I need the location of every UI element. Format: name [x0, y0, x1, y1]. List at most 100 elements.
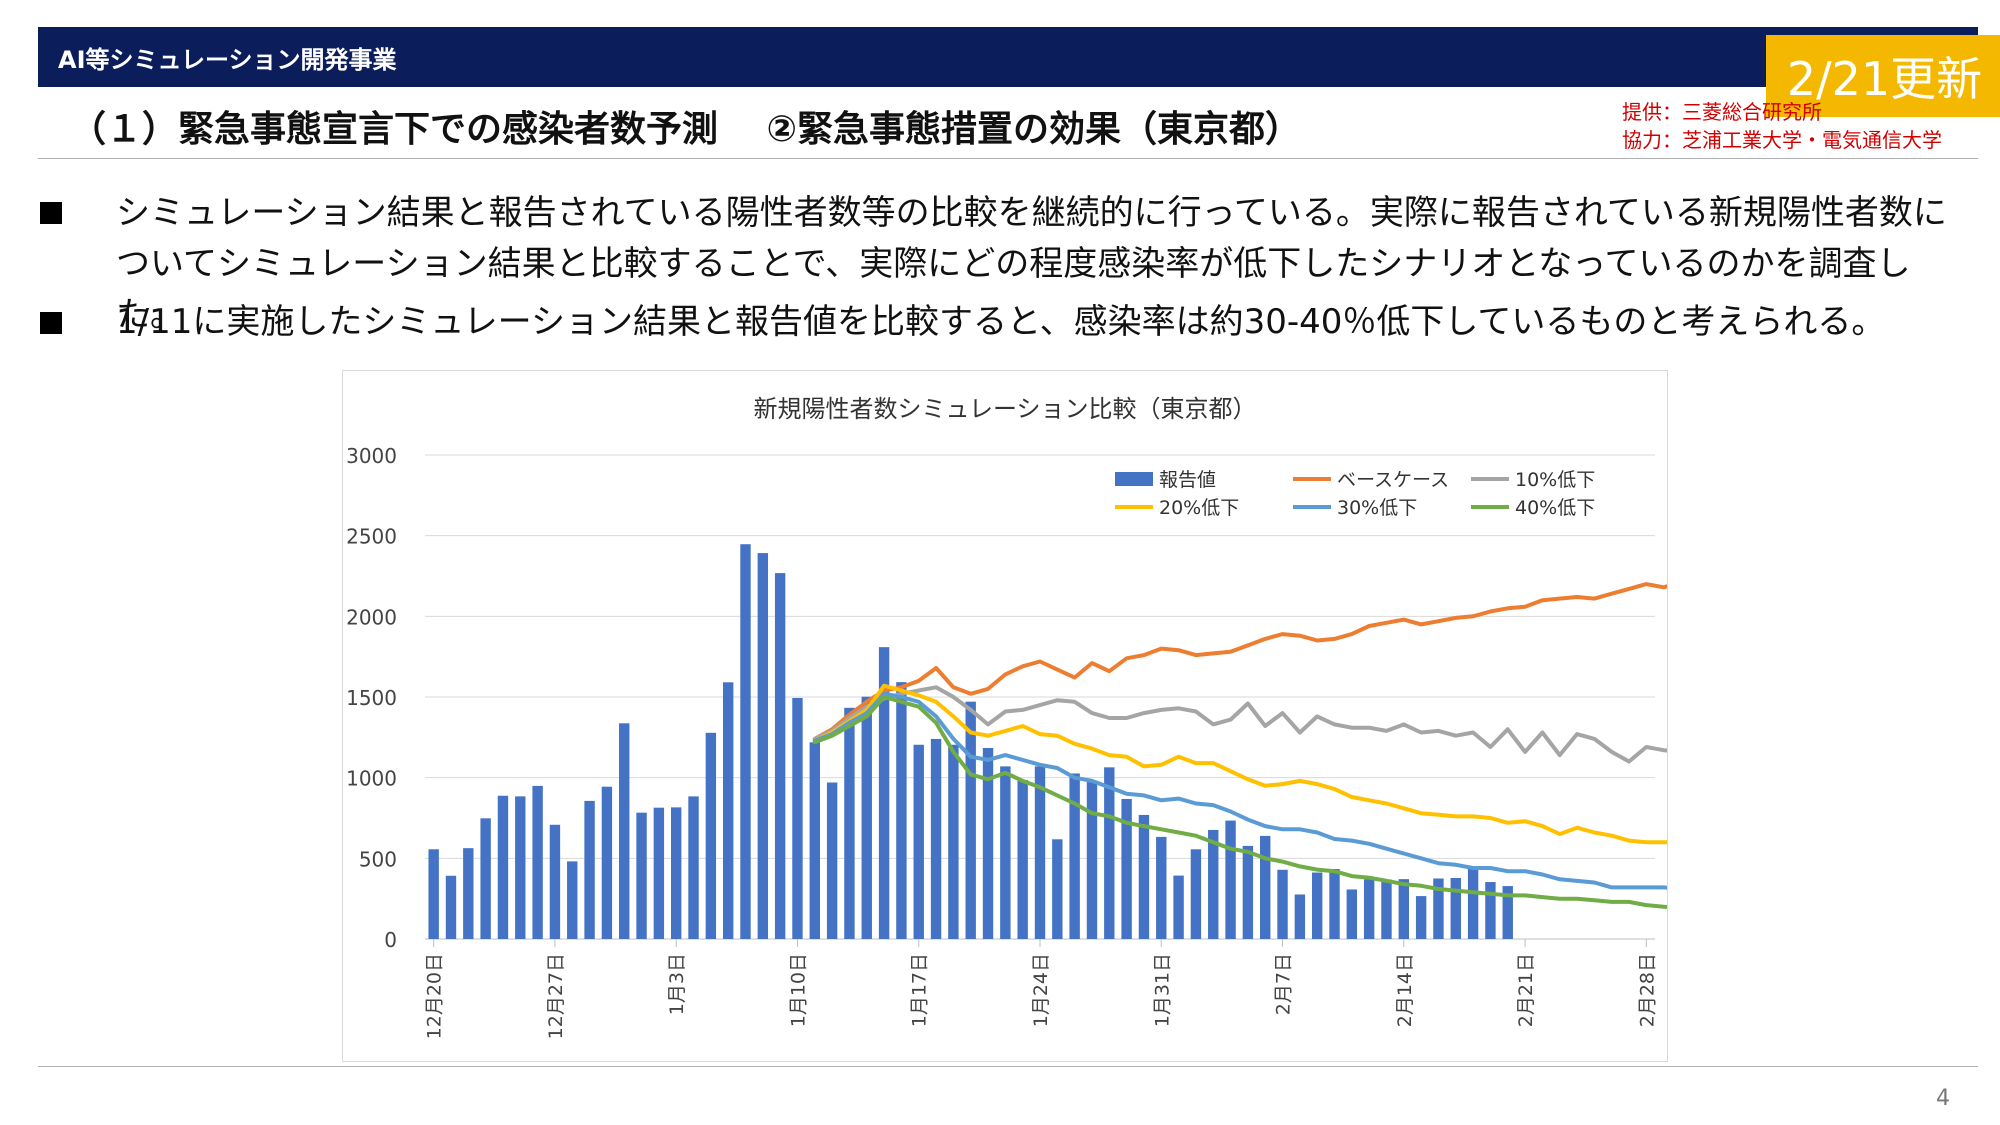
legend-label: 報告値 [1159, 469, 1216, 491]
bullet-square-icon [40, 312, 62, 334]
bar [584, 800, 595, 939]
bar [497, 795, 509, 939]
bar [532, 785, 543, 939]
legend-label: 10%低下 [1515, 469, 1595, 491]
bar [1052, 839, 1063, 939]
chart-frame: 新規陽性者数シミュレーション比較（東京都） 0 500 1000 1500 2000 250… [342, 370, 1668, 1062]
legend-label: ベースケース [1337, 469, 1449, 491]
bar [1381, 879, 1392, 939]
x-tick-label: 1月24日 [1030, 953, 1052, 1027]
bar [792, 697, 803, 939]
x-tick-label: 1月31日 [1151, 953, 1173, 1027]
series-line [812, 683, 1667, 845]
bar [774, 573, 786, 939]
subtitle-divider [38, 158, 1978, 159]
bar [757, 553, 769, 939]
x-tick-label: 2月28日 [1636, 953, 1658, 1027]
bar [913, 744, 924, 939]
bullet-text: シミュレーション結果と報告されている陽性者数等の比較を継続的に行っている。実際に… [116, 193, 1947, 335]
y-tick-label: 1500 [346, 686, 397, 710]
bar [982, 747, 994, 939]
bar [428, 849, 439, 939]
legend-label: 20%低下 [1159, 497, 1239, 519]
bar [619, 723, 630, 939]
bar [1450, 878, 1461, 939]
bar [1467, 867, 1479, 939]
series-line [812, 685, 1667, 764]
bar [1398, 879, 1409, 939]
bar [705, 732, 717, 939]
x-tick-label: 2月21日 [1515, 953, 1537, 1027]
x-tick-label: 1月10日 [787, 953, 809, 1027]
bar [480, 818, 491, 939]
bar [463, 848, 474, 939]
bar [1260, 835, 1271, 939]
chart-title: 新規陽性者数シミュレーション比較（東京都） [753, 395, 1256, 423]
bar [445, 875, 457, 939]
header-title: AI等シミュレーション開発事業 [58, 46, 397, 74]
page-subtitle: （１）緊急事態宣言下での感染者数予測 ②緊急事態措置の効果（東京都） [70, 109, 1302, 150]
bar [1000, 766, 1011, 939]
y-tick-label: 0 [384, 928, 397, 952]
legend-label: 40%低下 [1515, 497, 1595, 519]
bar [1485, 882, 1496, 939]
bar [549, 824, 561, 939]
bar [844, 707, 855, 939]
bar [965, 701, 976, 939]
bar [1069, 773, 1080, 939]
bar [896, 682, 907, 939]
bar [722, 682, 734, 939]
bar [1086, 782, 1098, 939]
bar [1311, 872, 1323, 939]
bar [567, 861, 578, 939]
y-tick-label: 2500 [346, 525, 397, 549]
series-line [812, 691, 1667, 890]
bar [671, 807, 682, 939]
credit-provider: 提供：三菱総合研究所 [1622, 100, 1822, 124]
footer-divider [38, 1066, 1978, 1067]
y-tick-label: 3000 [346, 444, 397, 468]
bar [653, 807, 665, 939]
credits: 提供：三菱総合研究所 協力：芝浦工業大学・電気通信大学 [1622, 98, 1942, 154]
bar [1242, 845, 1254, 939]
bar [930, 738, 942, 939]
bar [1208, 829, 1219, 939]
header-bar: AI等シミュレーション開発事業 2/21更新 [38, 27, 2000, 117]
bar [948, 744, 959, 939]
bar [1329, 868, 1340, 939]
bar [826, 782, 838, 939]
bar [740, 544, 751, 939]
page-number: 4 [1936, 1086, 1950, 1111]
legend-bar-swatch [1115, 472, 1153, 486]
bar [861, 696, 872, 939]
bar [601, 786, 613, 939]
series-line [812, 582, 1667, 741]
bar [1121, 798, 1132, 939]
bar [809, 742, 820, 939]
x-tick-label: 12月20日 [424, 953, 446, 1039]
y-tick-label: 500 [359, 847, 397, 871]
series-line [812, 695, 1667, 910]
chart: 新規陽性者数シミュレーション比較（東京都） 0 500 1000 1500 2000 250… [346, 395, 1667, 1039]
bar [878, 647, 890, 939]
x-tick-label: 1月17日 [909, 953, 931, 1027]
x-tick-label: 1月3日 [666, 953, 688, 1015]
bar [515, 796, 526, 939]
credit-cooperation: 協力：芝浦工業大学・電気通信大学 [1622, 128, 1942, 152]
bullet-text: 1/11に実施したシミュレーション結果と報告値を比較すると、感染率は約30-40… [116, 302, 1886, 342]
bar [1190, 849, 1202, 939]
bar [1034, 766, 1046, 939]
bar [1415, 896, 1427, 939]
bar [1104, 767, 1115, 939]
bar [1156, 836, 1167, 939]
y-tick-label: 1000 [346, 767, 397, 791]
bar [1277, 869, 1288, 939]
y-tick-label: 2000 [346, 605, 397, 629]
bar [1017, 779, 1028, 939]
bar [1138, 814, 1150, 939]
bar [1502, 886, 1513, 939]
bar [1173, 875, 1184, 939]
bar [1225, 820, 1236, 939]
x-tick-label: 2月7日 [1273, 953, 1295, 1015]
bullet-square-icon [40, 202, 62, 224]
